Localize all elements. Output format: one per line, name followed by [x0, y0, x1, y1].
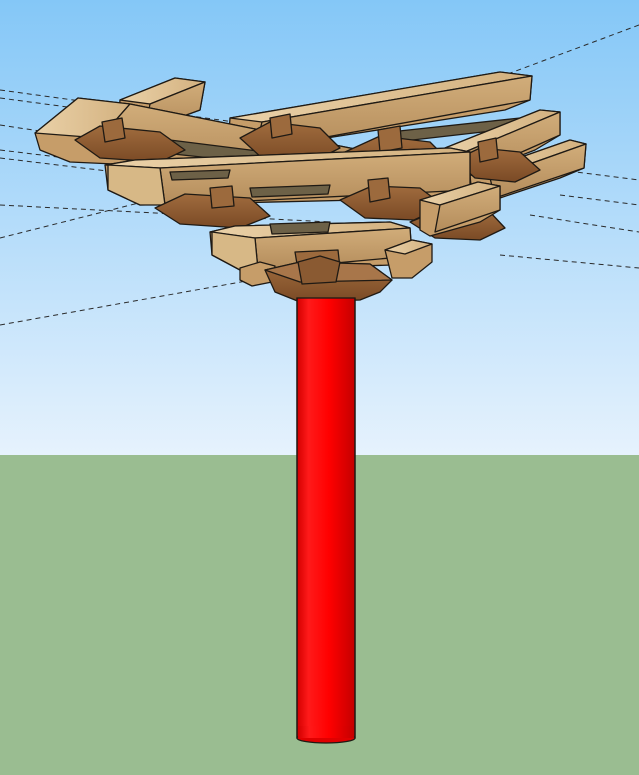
bracket-set[interactable] [34, 71, 587, 303]
beam-shadow [249, 184, 331, 198]
upper-bracket-center [239, 113, 341, 163]
upper-bracket-left [74, 117, 186, 163]
beam-shadow [269, 221, 331, 235]
middle-bracket-left [154, 185, 271, 229]
lower-beam-front [209, 221, 413, 271]
cap-block [264, 249, 393, 303]
lower-beam-right [419, 181, 501, 237]
lower-stub-right [384, 239, 433, 279]
beam-shadow [169, 169, 231, 181]
right-bracket [454, 137, 541, 183]
red-column[interactable] [296, 297, 356, 744]
